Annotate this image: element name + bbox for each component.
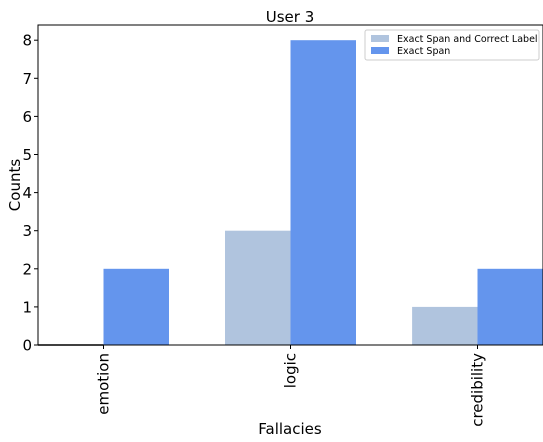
- bar-exact-span-logic: [290, 40, 356, 345]
- legend-swatch: [371, 47, 389, 54]
- bar-exact-span-and-correct-label-credibility: [412, 306, 478, 345]
- y-tick-label: 5: [22, 146, 32, 164]
- bar-exact-span-emotion: [103, 268, 169, 345]
- y-tick-label: 0: [22, 337, 32, 355]
- chart-title: User 3: [266, 8, 315, 26]
- y-axis-label: Counts: [6, 159, 24, 212]
- x-tick-label-credibility: credibility: [469, 353, 487, 427]
- legend-box: [364, 29, 540, 61]
- y-tick-label: 3: [22, 222, 32, 240]
- legend-entry-label: Exact Span and Correct Label: [397, 34, 538, 45]
- y-tick-label: 4: [22, 184, 32, 202]
- x-axis-ticks: emotion logic credibility: [95, 345, 487, 427]
- legend-entry-label: Exact Span: [397, 46, 450, 57]
- plot-frame: [37, 24, 543, 346]
- y-tick-label: 8: [22, 32, 32, 50]
- x-tick-label-emotion: emotion: [95, 353, 113, 415]
- y-tick-label: 6: [22, 108, 32, 126]
- x-tick-label-logic: logic: [282, 353, 300, 388]
- bar-exact-span-credibility: [477, 268, 543, 345]
- bar-exact-span-and-correct-label-logic: [225, 230, 291, 345]
- legend-swatch: [371, 35, 389, 42]
- bars-group: [38, 40, 543, 346]
- x-axis-label: Fallacies: [258, 420, 322, 438]
- y-tick-label: 1: [22, 298, 32, 316]
- y-tick-label: 2: [22, 260, 32, 278]
- y-tick-label: 7: [22, 70, 32, 88]
- y-axis-ticks: 0 1 2 3 4 5 6 7 8: [22, 32, 38, 355]
